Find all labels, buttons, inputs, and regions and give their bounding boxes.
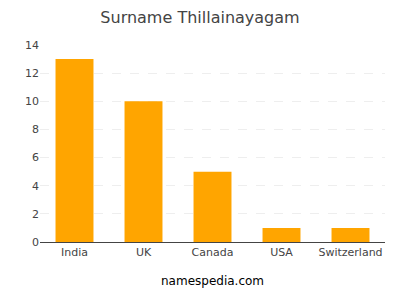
- svg-text:namespedia.com: namespedia.com: [161, 274, 264, 288]
- svg-text:Switzerland: Switzerland: [318, 246, 382, 259]
- svg-text:USA: USA: [270, 246, 293, 259]
- svg-text:12: 12: [25, 67, 39, 80]
- svg-text:0: 0: [32, 236, 39, 249]
- svg-text:Canada: Canada: [192, 246, 234, 259]
- svg-text:6: 6: [32, 151, 39, 164]
- svg-text:UK: UK: [136, 246, 152, 259]
- svg-text:14: 14: [25, 39, 39, 52]
- svg-text:4: 4: [32, 180, 39, 193]
- svg-text:Surname Thillainayagam: Surname Thillainayagam: [100, 8, 299, 27]
- svg-text:India: India: [61, 246, 88, 259]
- svg-text:8: 8: [32, 123, 39, 136]
- svg-text:2: 2: [32, 208, 39, 221]
- svg-text:10: 10: [25, 95, 39, 108]
